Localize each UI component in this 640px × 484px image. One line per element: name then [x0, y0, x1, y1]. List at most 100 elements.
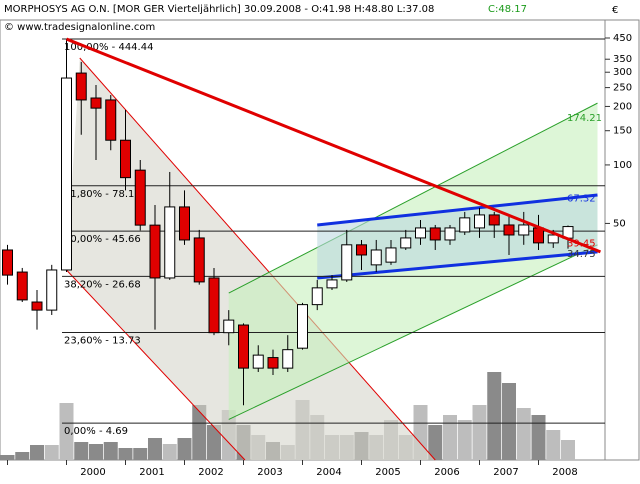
y-tick-label: 250	[613, 83, 632, 94]
candle-body	[311, 287, 323, 306]
x-tick-label: 2002	[198, 467, 223, 478]
volume-bar	[74, 442, 89, 460]
level-label: 61,80% - 78.13	[64, 189, 141, 200]
annotation: 39.45	[567, 238, 596, 249]
y-tick-label: 150	[613, 126, 632, 137]
candle-body	[488, 214, 500, 226]
last-close: C:48.17	[488, 4, 527, 15]
source: © www.tradesignalonline.com	[4, 22, 155, 33]
candle-body	[459, 217, 471, 233]
candle-body	[252, 354, 264, 369]
x-tick-label: 2007	[493, 467, 518, 478]
channel-line	[79, 57, 436, 461]
annotation: 34.75	[567, 249, 596, 260]
candle-body	[518, 224, 530, 236]
volume-bar	[502, 383, 516, 460]
volume-bar	[0, 455, 15, 460]
level-label: 100,00% - 444.44	[64, 42, 153, 53]
candle-body	[16, 271, 28, 301]
candle-body	[385, 247, 397, 263]
candle-body	[533, 227, 544, 244]
volume-bar	[192, 405, 207, 460]
volume-bar	[561, 440, 575, 460]
trendline	[65, 37, 602, 254]
volume-bar	[457, 420, 472, 460]
volume-bar	[44, 445, 59, 460]
candle-body	[356, 244, 367, 256]
y-tick-label: 350	[613, 54, 632, 65]
level-label: 38,20% - 26.68	[64, 279, 141, 290]
y-tick-label: 200	[613, 101, 632, 112]
candle-body	[193, 237, 205, 283]
candle-body	[61, 77, 72, 271]
candle-body	[238, 324, 249, 369]
volume-bar	[59, 403, 74, 460]
candle-body	[297, 304, 308, 349]
candle-body	[326, 279, 338, 289]
candle-body	[223, 319, 235, 334]
candle-body	[90, 97, 102, 109]
channel-line	[317, 250, 598, 280]
volume-bar	[133, 448, 148, 460]
volume-bar	[103, 442, 118, 460]
candle-body	[179, 206, 190, 241]
volume-bar	[428, 425, 443, 460]
candle-body	[105, 99, 117, 141]
volume-bar	[443, 415, 457, 460]
y-tick-label: 50	[613, 218, 626, 229]
channel-line	[228, 102, 598, 294]
volume-bar	[531, 415, 546, 460]
candle-body	[267, 357, 279, 369]
candle-body	[164, 206, 176, 279]
y-tick-label: 450	[613, 33, 632, 44]
candle-body	[31, 301, 43, 311]
x-tick-label: 2004	[316, 467, 341, 478]
candle-body	[75, 72, 87, 101]
candle-body	[134, 169, 146, 226]
chart-title: MORPHOSYS AG O.N. [MOR GER Vierteljährli…	[4, 4, 434, 15]
volume-bar	[516, 408, 531, 460]
volume-bar	[89, 444, 103, 460]
volume-bar	[487, 372, 502, 460]
channel-line	[66, 269, 246, 461]
candle-body	[208, 277, 220, 334]
x-tick-label: 2001	[139, 467, 164, 478]
candle-body	[474, 214, 485, 229]
volume-bar	[177, 438, 192, 460]
candle-body	[282, 349, 294, 369]
currency: €	[612, 5, 618, 16]
candle-body	[120, 139, 131, 179]
candle-body	[46, 269, 58, 311]
candle-body	[2, 249, 13, 276]
level-label: 50,00% - 45.66	[64, 234, 141, 245]
volume-bar	[472, 405, 487, 460]
x-tick-label: 2006	[434, 467, 459, 478]
axis-panel	[604, 19, 640, 461]
x-tick-label: 2003	[257, 467, 282, 478]
channel-line	[317, 193, 598, 227]
candle-body	[444, 227, 456, 241]
candle-body	[503, 224, 515, 236]
volume-bar	[30, 445, 44, 460]
candle-body	[370, 249, 382, 266]
level-label: 23,60% - 13.73	[64, 335, 141, 346]
y-tick-label: 100	[613, 160, 632, 171]
x-tick-label: 2008	[552, 467, 577, 478]
volume-bar	[118, 448, 133, 460]
volume-bar	[546, 430, 561, 460]
volume-bar	[207, 425, 221, 460]
volume-bar	[148, 438, 162, 460]
x-tick-label: 2000	[80, 467, 105, 478]
volume-bar	[15, 452, 30, 460]
candle-body	[149, 224, 161, 279]
candle-body	[415, 227, 426, 239]
volume-bar	[162, 444, 177, 460]
y-tick-label: 300	[613, 67, 632, 78]
candle-body	[400, 237, 412, 249]
annotation: 67.32	[567, 193, 596, 204]
candle-body	[547, 234, 559, 244]
candle-body	[429, 227, 441, 241]
candle-body	[341, 244, 353, 281]
